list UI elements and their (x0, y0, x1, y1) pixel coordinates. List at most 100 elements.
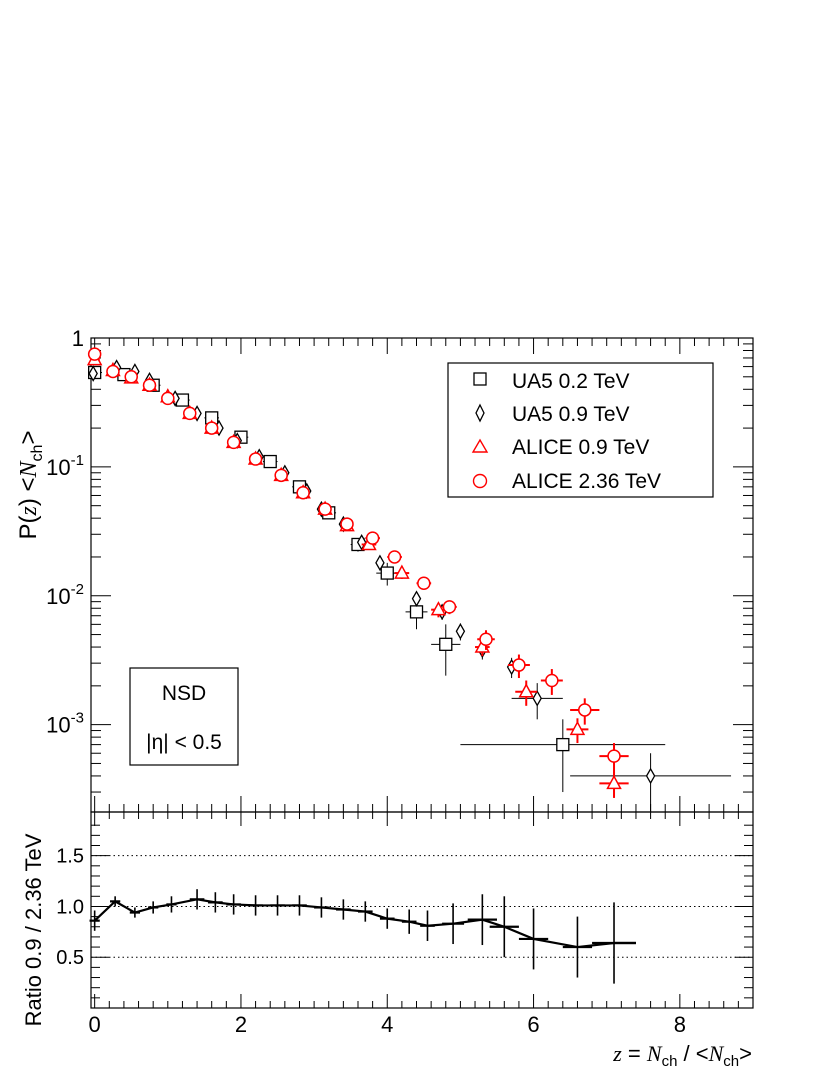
annotation-eta: |η| < 0.5 (146, 731, 222, 754)
data-point (507, 654, 530, 679)
data-point (106, 364, 120, 379)
ratio-point (562, 916, 593, 978)
data-point (455, 622, 466, 641)
circle-marker (607, 749, 621, 763)
x-tick-label: 6 (527, 1012, 539, 1037)
ratio-point (166, 896, 177, 913)
data-point (274, 468, 288, 483)
x-axis-title: z = Nch / <Nch> (612, 1041, 752, 1070)
y-tick-label: 1.5 (56, 846, 84, 868)
data-point (375, 554, 385, 572)
circle-marker-icon (472, 473, 488, 489)
data-point (387, 550, 402, 564)
ratio-point (208, 892, 223, 913)
triangle-marker (394, 564, 410, 579)
svg-text:P(z) <Nch>: P(z) <Nch> (15, 431, 46, 540)
data-point (226, 435, 241, 450)
y-tick-label: 0.5 (56, 947, 84, 969)
top-axis-ticks (91, 337, 754, 812)
annotation-box: NSD |η| < 0.5 (129, 667, 239, 766)
ratio-point (248, 895, 263, 916)
data-point (183, 406, 197, 421)
x-tick-label: 2 (235, 1012, 247, 1037)
triangle-marker (430, 601, 447, 616)
data-point (204, 411, 220, 425)
data-point (430, 601, 447, 618)
circle-marker (274, 468, 288, 483)
circle-marker (226, 435, 241, 450)
circle-marker (106, 364, 120, 379)
ratio-point (401, 909, 417, 934)
annotation-nsd: NSD (162, 682, 206, 705)
square-marker (263, 454, 277, 469)
bottom-plot-frame (90, 811, 754, 1009)
x-tick-label: 8 (674, 1012, 686, 1037)
circle-marker (124, 370, 138, 384)
x-tick-labels: 0 2 4 6 8 (89, 1012, 686, 1037)
data-point (540, 669, 563, 695)
ratio-point (379, 908, 395, 929)
data-point (340, 517, 354, 531)
data-point (460, 719, 666, 793)
y-tick-label: 10-3 (46, 710, 84, 738)
top-plot-data (86, 347, 732, 812)
ratio-point (420, 910, 435, 941)
diamond-marker (411, 590, 422, 607)
ratio-point (442, 903, 465, 945)
data-point (511, 683, 563, 720)
bottom-y-tick-labels: 0.5 1.0 1.5 (56, 846, 84, 970)
legend-label: UA5 0.9 TeV (512, 403, 630, 426)
circle-marker (296, 485, 310, 500)
bottom-axis-ticks (91, 812, 754, 1008)
legend-label: UA5 0.2 TeV (512, 370, 630, 393)
data-point (411, 590, 422, 607)
square-marker (409, 605, 424, 619)
ratio-point (148, 901, 159, 914)
square-marker (439, 637, 453, 651)
circle-marker (161, 391, 175, 406)
legend-label: ALICE 0.9 TeV (512, 436, 649, 459)
data-point (394, 564, 410, 579)
x-tick-label: 0 (89, 1012, 101, 1037)
data-point (570, 698, 600, 725)
legend-entry-ua5-09: UA5 0.9 TeV (475, 403, 630, 426)
ratio-point (489, 896, 519, 958)
top-y-axis-title: P(z) <Nch> (15, 431, 46, 540)
circle-marker (578, 703, 592, 717)
triangle-marker-icon (471, 438, 489, 453)
circle-marker (87, 347, 102, 361)
circle-marker (248, 452, 263, 466)
legend-frame (447, 362, 714, 498)
diamond-marker (455, 622, 466, 640)
top-y-tick-labels: 1 10-1 10-2 10-3 (46, 326, 84, 738)
data-point (262, 454, 278, 469)
ratio-point (518, 908, 549, 970)
data-point (599, 771, 629, 798)
diamond-marker (375, 554, 385, 572)
ratio-point (336, 899, 351, 920)
series-circle (87, 347, 629, 774)
data-point (318, 502, 332, 516)
ratio-point (270, 895, 285, 916)
data-point (515, 680, 538, 706)
data-point (599, 743, 629, 774)
ratio-point (314, 897, 329, 918)
circle-marker (545, 673, 559, 688)
data-point (416, 576, 432, 591)
ratio-point (89, 910, 100, 931)
ratio-point (189, 889, 205, 910)
data-point (88, 365, 98, 382)
data-point (296, 485, 310, 500)
diamond-marker (88, 365, 98, 382)
diamond-marker (645, 767, 656, 785)
circle-marker (365, 531, 380, 545)
data-point (161, 391, 175, 406)
square-marker-icon (473, 372, 487, 386)
triangle-marker (518, 683, 534, 698)
bottom-y-axis-title: Ratio 0.9 / 2.36 TeV (21, 833, 46, 1026)
legend-entry-alice-236: ALICE 2.36 TeV (472, 470, 661, 493)
data-point (570, 753, 732, 812)
circle-marker (142, 378, 157, 392)
legend-label: ALICE 2.36 TeV (512, 470, 661, 493)
